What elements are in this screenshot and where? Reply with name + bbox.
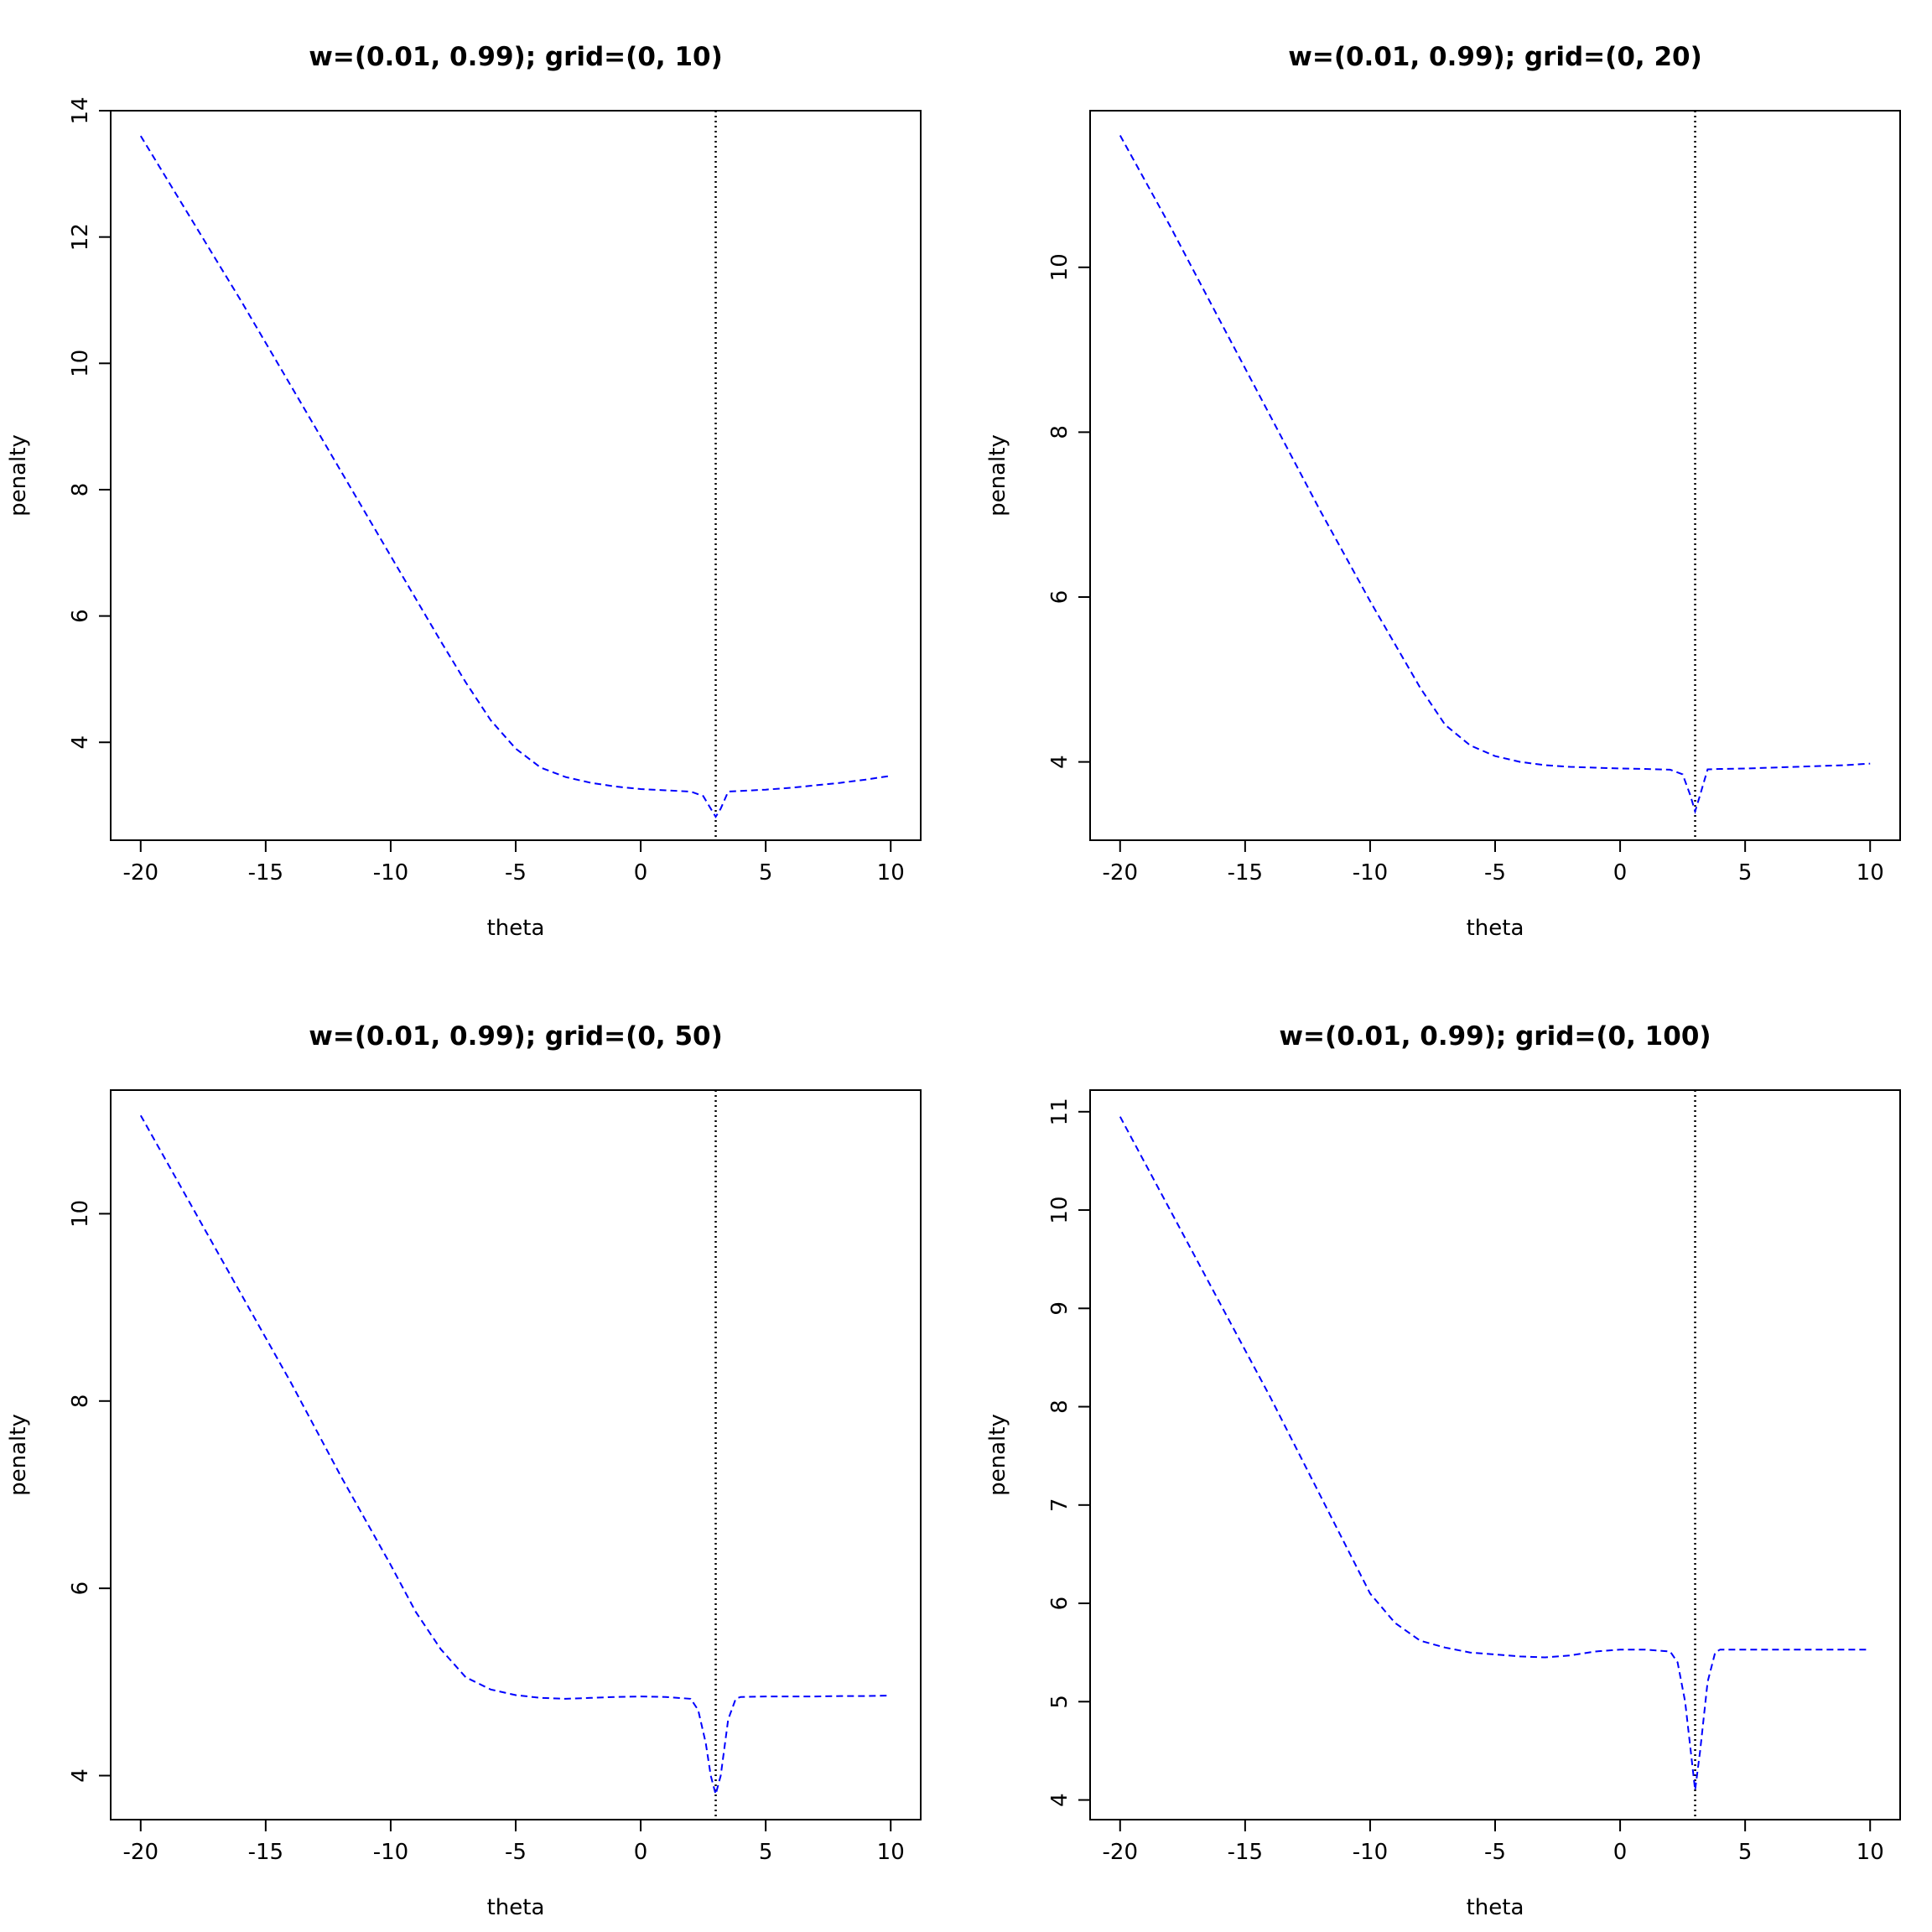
x-tick-label: -20	[1103, 860, 1138, 886]
y-tick-label: 7	[1047, 1498, 1072, 1513]
chart-panel-4: w=(0.01, 0.99); grid=(0, 100) -20 -15 -10 -5…	[985, 1021, 1901, 1920]
x-axis-label: theta	[487, 916, 545, 941]
y-axis-label: penalty	[6, 434, 31, 517]
x-tick-label: -5	[1484, 1840, 1506, 1865]
chart-panel-1: w=(0.01, 0.99); grid=(0, 10) -20 -15 -10 -5 0…	[6, 42, 922, 941]
chart-title: w=(0.01, 0.99); grid=(0, 100)	[1279, 1021, 1711, 1052]
y-tick-label: 8	[68, 1394, 93, 1409]
penalty-curve	[139, 135, 891, 819]
x-tick-label: 0	[634, 1840, 648, 1865]
x-tick-label: -20	[123, 1840, 158, 1865]
penalty-curve	[1119, 1116, 1871, 1790]
y-tick-label: 6	[1047, 1597, 1072, 1611]
x-tick-label: -10	[1353, 1840, 1388, 1865]
x-tick-label: 5	[1738, 1840, 1753, 1865]
x-tick-label: 5	[759, 860, 773, 886]
x-tick-label: 0	[1613, 1840, 1628, 1865]
x-tick-label: -15	[248, 1840, 283, 1865]
y-tick-label: 9	[1047, 1301, 1072, 1316]
y-tick-label: 6	[68, 1581, 93, 1596]
x-tick-label: -5	[505, 1840, 527, 1865]
x-tick-label: -20	[123, 860, 158, 886]
y-tick-label: 5	[1047, 1695, 1072, 1709]
penalty-curve	[139, 1114, 891, 1798]
x-tick-label: 10	[877, 1840, 905, 1865]
y-tick-label: 8	[1047, 1400, 1072, 1414]
chart-title: w=(0.01, 0.99); grid=(0, 20)	[1288, 42, 1702, 72]
x-tick-label: 10	[1857, 860, 1884, 886]
x-tick-label: 5	[1738, 860, 1753, 886]
plot-frame	[110, 110, 922, 841]
x-tick-label: -15	[1228, 1840, 1263, 1865]
x-axis-label: theta	[1467, 916, 1524, 941]
x-tick-label: -5	[505, 860, 527, 886]
x-axis-label: theta	[1467, 1895, 1524, 1920]
y-tick-label: 8	[68, 483, 93, 497]
chart-panel-3: w=(0.01, 0.99); grid=(0, 50) -20 -15 -10 -5 0…	[6, 1021, 922, 1920]
x-tick-label: 10	[1857, 1840, 1884, 1865]
x-tick-label: -10	[1353, 860, 1388, 886]
x-tick-label: 0	[1613, 860, 1628, 886]
y-tick-label: 10	[68, 1200, 93, 1228]
y-tick-label: 10	[1047, 253, 1072, 281]
y-tick-label: 10	[68, 350, 93, 377]
y-tick-label: 4	[1047, 755, 1072, 769]
x-tick-label: -15	[1228, 860, 1263, 886]
x-tick-label: -5	[1484, 860, 1506, 886]
y-axis-label: penalty	[985, 434, 1010, 517]
y-tick-label: 14	[68, 96, 93, 124]
chart-title: w=(0.01, 0.99); grid=(0, 10)	[309, 42, 723, 72]
plot-frame	[1089, 1089, 1901, 1820]
x-axis-label: theta	[487, 1895, 545, 1920]
y-tick-label: 10	[1047, 1196, 1072, 1223]
plot-frame	[1089, 110, 1901, 841]
y-tick-label: 6	[1047, 590, 1072, 605]
plot-frame	[110, 1089, 922, 1820]
x-tick-label: 5	[759, 1840, 773, 1865]
y-tick-label: 4	[1047, 1793, 1072, 1807]
y-tick-label: 6	[68, 609, 93, 623]
x-tick-label: -10	[373, 1840, 408, 1865]
y-tick-label: 12	[68, 223, 93, 251]
y-axis-label: penalty	[985, 1414, 1010, 1496]
y-axis-label: penalty	[6, 1414, 31, 1496]
y-tick-label: 8	[1047, 425, 1072, 439]
x-tick-label: 0	[634, 860, 648, 886]
x-tick-label: -20	[1103, 1840, 1138, 1865]
penalty-curve	[1119, 135, 1871, 815]
y-tick-label: 4	[68, 735, 93, 750]
y-tick-label: 11	[1047, 1098, 1072, 1125]
x-tick-label: -10	[373, 860, 408, 886]
chart-panel-2: w=(0.01, 0.99); grid=(0, 20) -20 -15 -10 -5 0…	[985, 42, 1901, 941]
x-tick-label: -15	[248, 860, 283, 886]
chart-title: w=(0.01, 0.99); grid=(0, 50)	[309, 1021, 723, 1052]
y-tick-label: 4	[68, 1768, 93, 1783]
x-tick-label: 10	[877, 860, 905, 886]
